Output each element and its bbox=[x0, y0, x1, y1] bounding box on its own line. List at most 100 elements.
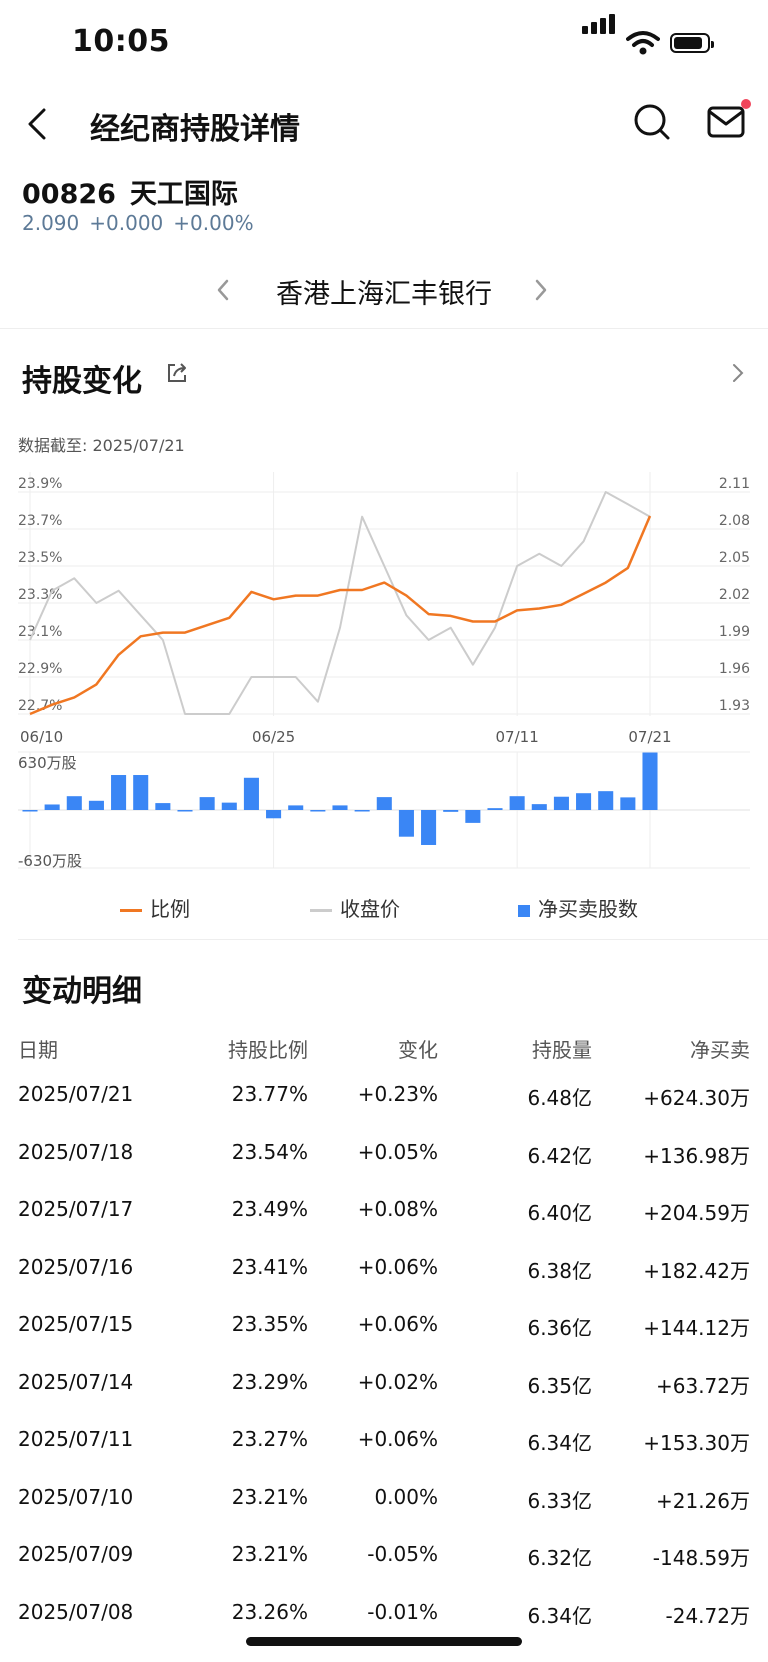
cell-date: 2025/07/10 bbox=[18, 1484, 134, 1509]
legend-close: 收盘价 bbox=[310, 893, 400, 922]
cell-ratio: 23.29% bbox=[231, 1369, 308, 1394]
col-header-date: 日期 bbox=[18, 1038, 58, 1062]
status-time: 10:05 bbox=[72, 24, 170, 59]
search-icon[interactable] bbox=[632, 102, 672, 142]
mail-icon[interactable] bbox=[706, 104, 746, 140]
cell-net: -24.72万 bbox=[665, 1603, 750, 1628]
left-axis-label: 22.9% bbox=[18, 661, 62, 677]
net-bar bbox=[553, 796, 569, 810]
cell-shares: 6.33亿 bbox=[527, 1488, 592, 1513]
legend-close-swatch bbox=[310, 909, 332, 912]
col-header-ratio: 持股比例 bbox=[228, 1038, 308, 1062]
left-axis-label: 23.9% bbox=[18, 476, 62, 492]
cell-ratio: 23.77% bbox=[231, 1082, 308, 1106]
net-bar bbox=[576, 793, 592, 810]
section-chevron-right-icon[interactable] bbox=[730, 362, 746, 384]
cell-ratio: 23.49% bbox=[231, 1197, 308, 1221]
cell-date: 2025/07/14 bbox=[18, 1369, 134, 1394]
legend-net: 净买卖股数 bbox=[518, 893, 638, 922]
cell-date: 2025/07/21 bbox=[18, 1082, 134, 1106]
cell-ratio: 23.54% bbox=[231, 1139, 308, 1164]
net-bar bbox=[398, 810, 414, 837]
right-axis-label: 2.05 bbox=[719, 550, 750, 566]
net-bar bbox=[111, 775, 127, 810]
battery-icon bbox=[670, 33, 714, 53]
cell-date: 2025/07/16 bbox=[18, 1254, 134, 1279]
cell-shares: 6.34亿 bbox=[527, 1603, 592, 1628]
right-axis-label: 1.96 bbox=[719, 661, 750, 677]
right-axis-label: 2.11 bbox=[719, 476, 750, 492]
notification-dot bbox=[741, 99, 751, 109]
share-icon[interactable] bbox=[166, 362, 188, 384]
cell-date: 2025/07/09 bbox=[18, 1542, 134, 1566]
cell-net: +144.12万 bbox=[643, 1316, 750, 1340]
net-bar bbox=[177, 810, 193, 812]
cell-ratio: 23.35% bbox=[231, 1312, 308, 1336]
net-bar bbox=[243, 777, 259, 810]
right-axis-label: 2.08 bbox=[719, 513, 750, 529]
net-bar bbox=[598, 791, 614, 810]
stock-name: 00826 天工国际 bbox=[22, 172, 252, 211]
col-header-shares: 持股量 bbox=[532, 1038, 592, 1062]
net-bar bbox=[199, 797, 215, 810]
bar-axis-max-label: 630万股 bbox=[18, 754, 77, 772]
cell-change: +0.06% bbox=[357, 1254, 438, 1279]
cell-change: +0.05% bbox=[357, 1139, 438, 1164]
cell-date: 2025/07/18 bbox=[18, 1139, 134, 1164]
net-bar bbox=[465, 810, 481, 823]
divider bbox=[18, 939, 768, 940]
net-bar bbox=[66, 796, 82, 810]
cell-shares: 6.40亿 bbox=[527, 1201, 592, 1225]
page-title: 经纪商持股详情 bbox=[90, 112, 300, 147]
net-bar bbox=[332, 805, 348, 810]
left-axis-label: 22.7% bbox=[18, 698, 62, 714]
cell-shares: 6.32亿 bbox=[527, 1546, 592, 1570]
net-bar bbox=[421, 810, 437, 845]
legend-ratio: 比例 bbox=[120, 893, 190, 922]
legend-net-swatch bbox=[518, 904, 530, 917]
cell-change: +0.23% bbox=[357, 1082, 438, 1106]
back-arrow-icon[interactable] bbox=[20, 104, 60, 144]
cell-date: 2025/07/08 bbox=[18, 1599, 134, 1624]
stock-quote: 2.090 +0.000 +0.00% bbox=[22, 211, 264, 235]
cell-net: +153.30万 bbox=[643, 1431, 750, 1455]
cell-net: +63.72万 bbox=[655, 1373, 750, 1398]
net-bar bbox=[620, 797, 636, 810]
stock-price: 2.090 bbox=[22, 211, 80, 235]
right-axis-label: 1.99 bbox=[719, 624, 750, 640]
cell-date: 2025/07/11 bbox=[18, 1427, 134, 1451]
cell-shares: 6.36亿 bbox=[527, 1316, 592, 1340]
data-as-of: 数据截至: 2025/07/21 bbox=[18, 436, 185, 455]
cell-net: +204.59万 bbox=[643, 1201, 750, 1225]
cell-change: -0.01% bbox=[367, 1599, 438, 1624]
section-title-holding: 持股变化 bbox=[22, 364, 142, 399]
net-bar bbox=[376, 797, 392, 810]
cell-net: +136.98万 bbox=[643, 1143, 750, 1168]
stock-code: 00826 bbox=[22, 179, 116, 210]
net-bar bbox=[221, 802, 237, 810]
cell-change: +0.06% bbox=[357, 1312, 438, 1336]
chevron-right-icon[interactable] bbox=[532, 278, 550, 302]
legend-close-label: 收盘价 bbox=[340, 897, 400, 921]
net-bar bbox=[155, 803, 171, 810]
holding-ratio-line bbox=[29, 515, 652, 716]
section-title-detail: 变动明细 bbox=[22, 974, 142, 1009]
cell-shares: 6.48亿 bbox=[527, 1086, 592, 1110]
cell-net: +182.42万 bbox=[643, 1258, 750, 1283]
left-axis-label: 23.7% bbox=[18, 513, 62, 529]
col-header-net: 净买卖 bbox=[690, 1038, 750, 1062]
net-bar bbox=[133, 775, 149, 810]
wifi-icon bbox=[626, 31, 660, 55]
net-bar bbox=[266, 810, 282, 819]
chevron-left-icon[interactable] bbox=[214, 278, 232, 302]
net-bar bbox=[531, 804, 547, 810]
left-axis-label: 23.5% bbox=[18, 550, 62, 566]
right-axis-label: 1.93 bbox=[719, 698, 750, 714]
cell-shares: 6.42亿 bbox=[527, 1143, 592, 1168]
home-indicator[interactable] bbox=[246, 1637, 522, 1646]
x-tick-label: 06/25 bbox=[252, 728, 295, 746]
net-bar bbox=[310, 810, 326, 812]
net-bar bbox=[487, 808, 503, 810]
net-bar bbox=[443, 810, 459, 812]
cell-date: 2025/07/17 bbox=[18, 1197, 134, 1221]
